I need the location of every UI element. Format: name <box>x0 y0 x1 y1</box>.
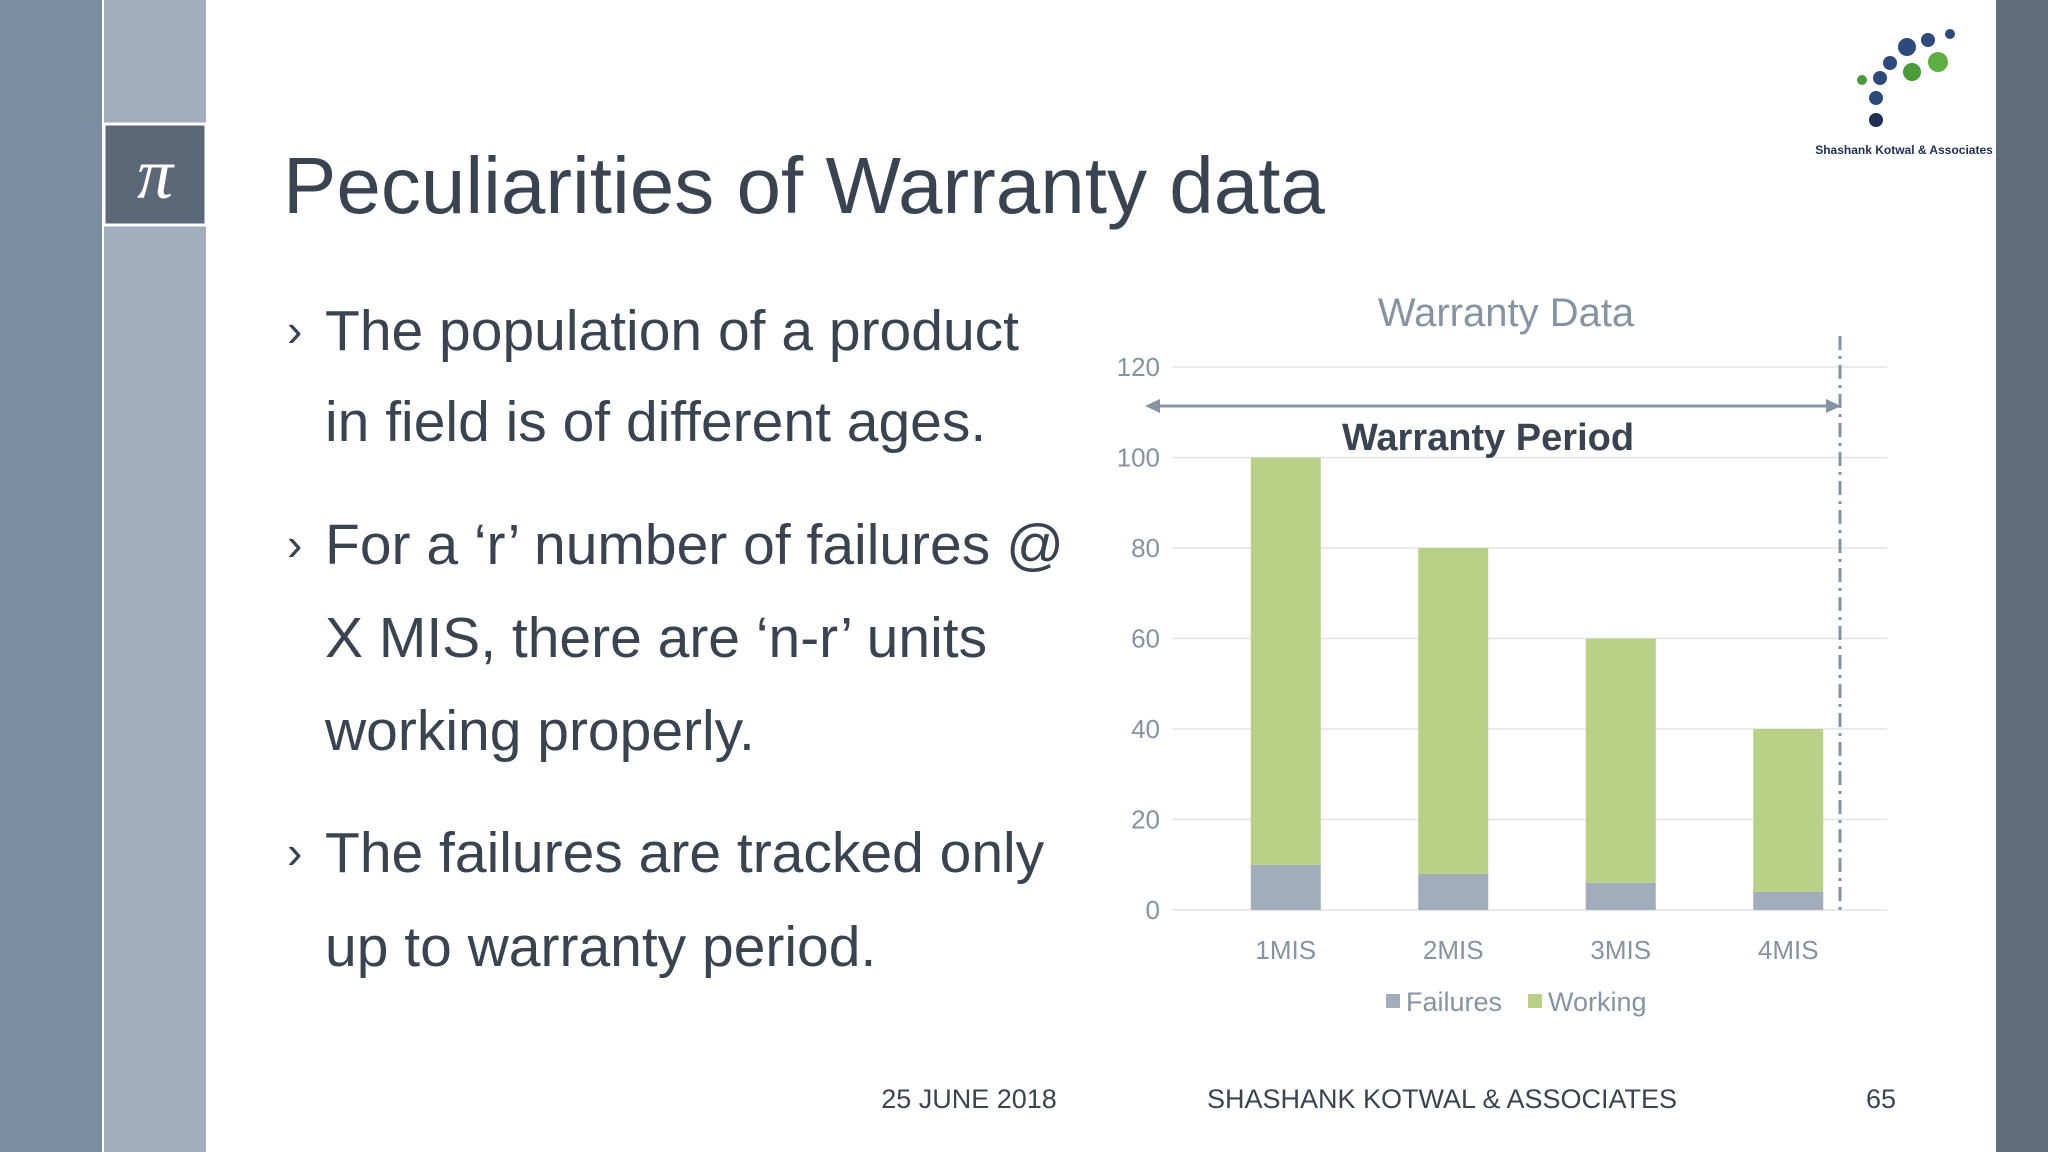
y-tick-label: 120 <box>1117 352 1160 382</box>
x-tick-label: 4MIS <box>1758 935 1819 965</box>
y-tick-label: 0 <box>1146 895 1160 925</box>
legend-label: Working <box>1548 987 1647 1017</box>
bar-segment <box>1585 882 1656 910</box>
bullet-text: in field is of different ages. <box>325 390 986 454</box>
bullet-text: The population of a product <box>325 299 1019 363</box>
bar-segment <box>1418 873 1489 910</box>
logo-dot <box>1869 113 1883 127</box>
y-tick-label: 60 <box>1131 624 1160 654</box>
y-tick-label: 100 <box>1117 443 1160 473</box>
bar-segment <box>1753 891 1824 910</box>
bar-segment <box>1753 729 1824 892</box>
logo-dot <box>1945 29 1955 39</box>
bullet-text: up to warranty period. <box>325 915 876 979</box>
legend-label: Failures <box>1406 987 1502 1017</box>
logo-dot <box>1903 63 1921 81</box>
left-stripe <box>0 0 102 1152</box>
bullets: › The population of a product in field is … <box>287 299 1064 979</box>
logo-dot <box>1883 56 1897 70</box>
bullet-text: X MIS, there are ‘n-r’ units <box>325 606 987 670</box>
bar-segment <box>1250 457 1321 865</box>
annotation: Warranty Period <box>1342 417 1634 459</box>
bullet-text: working properly. <box>324 699 755 763</box>
icon-box <box>102 122 208 227</box>
logo-dot <box>1928 52 1948 72</box>
bullet-marker: › <box>287 826 302 878</box>
logo-text: Shashank Kotwal & Associates <box>1815 143 1993 157</box>
chart: 0 20 40 60 80 100 120 1MIS 2MIS 3MIS 4MIS Failures W… <box>1117 336 1887 1017</box>
x-tick-label: 2MIS <box>1423 935 1484 965</box>
legend-swatch <box>1386 994 1400 1008</box>
bullet-marker: › <box>287 304 302 356</box>
arrow-head <box>1145 399 1160 413</box>
logo-dot <box>1869 91 1883 105</box>
bullet-text: For a ‘r’ number of failures @ <box>325 513 1064 577</box>
slide-title: Peculiarities of Warranty data <box>283 141 1325 230</box>
x-tick-label: 1MIS <box>1255 935 1316 965</box>
logo-dot <box>1873 71 1887 85</box>
bar-segment <box>1418 548 1489 874</box>
right-stripe <box>1996 0 2048 1152</box>
y-tick-label: 40 <box>1131 714 1160 744</box>
footer-page: 65 <box>1866 1084 1896 1114</box>
chart-title: Warranty Data <box>1378 291 1635 335</box>
arrow-head <box>1826 399 1841 413</box>
bar-segment <box>1585 638 1656 883</box>
logo-dot <box>1921 33 1935 47</box>
logo-dot <box>1898 38 1916 56</box>
bar-segment <box>1250 864 1321 910</box>
footer-company: SHASHANK KOTWAL & ASSOCIATES <box>1207 1084 1677 1114</box>
y-tick-label: 20 <box>1131 805 1160 835</box>
x-tick-label: 3MIS <box>1590 935 1651 965</box>
legend-swatch <box>1528 994 1543 1008</box>
logo-dot <box>1857 75 1867 85</box>
bullet-marker: › <box>287 518 302 570</box>
bullet-text: The failures are tracked only <box>325 821 1045 885</box>
y-tick-label: 80 <box>1131 533 1160 563</box>
logo: Shashank Kotwal & Associates <box>1815 29 1993 157</box>
icon: π <box>137 134 175 214</box>
footer-date: 25 JUNE 2018 <box>881 1084 1057 1114</box>
